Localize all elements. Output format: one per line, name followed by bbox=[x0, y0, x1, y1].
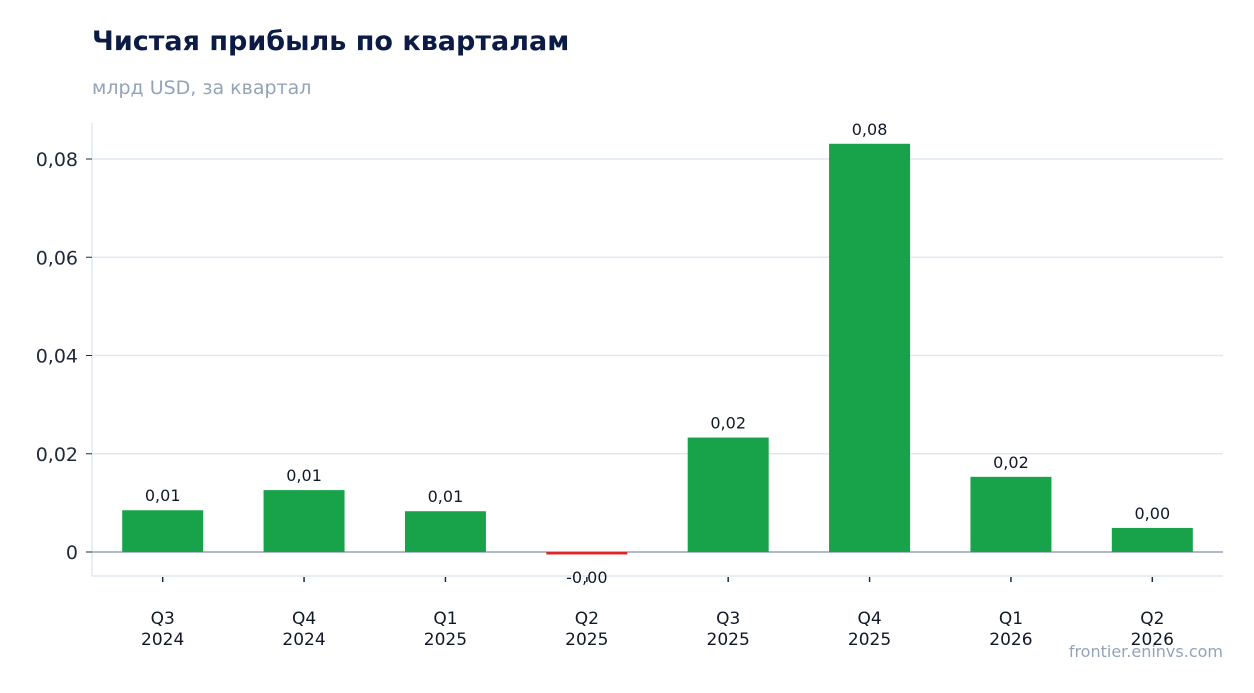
data-label: 0,01 bbox=[145, 486, 181, 505]
x-tick-label: Q2 2026 bbox=[1131, 609, 1174, 650]
data-labels: 0,01 0,01 0,01 -0,00 0,02 0,08 0,02 0,00 bbox=[145, 120, 1170, 587]
x-tick-label: Q3 2025 bbox=[707, 609, 750, 650]
chart-subtitle: млрд USD, за квартал bbox=[92, 77, 312, 99]
tick-labels: 0 0,02 0,04 0,06 0,08 Q3 2024 Q4 2024 Q1 2025 Q2 202… bbox=[36, 149, 1174, 650]
x-tick-label: Q3 2024 bbox=[141, 609, 184, 650]
y-tick-label: 0,08 bbox=[36, 149, 78, 171]
data-label: 0,00 bbox=[1135, 504, 1171, 523]
chart-title: Чистая прибыль по кварталам bbox=[92, 26, 570, 57]
data-label: -0,00 bbox=[566, 568, 607, 587]
bar bbox=[829, 143, 911, 553]
data-label: 0,02 bbox=[710, 414, 746, 433]
data-label: 0,02 bbox=[993, 453, 1029, 472]
y-tick-label: 0 bbox=[66, 542, 78, 564]
y-tick-label: 0,06 bbox=[36, 247, 78, 269]
y-tick-label: 0,02 bbox=[36, 444, 78, 466]
bar bbox=[687, 437, 769, 552]
x-tick-label: Q4 2025 bbox=[848, 609, 891, 650]
axes bbox=[86, 123, 1223, 582]
bar bbox=[1111, 527, 1193, 552]
data-label: 0,01 bbox=[428, 487, 464, 506]
data-label: 0,01 bbox=[286, 466, 322, 485]
bar bbox=[546, 552, 628, 555]
x-tick-label: Q2 2025 bbox=[565, 609, 608, 650]
x-tick-label: Q1 2026 bbox=[989, 609, 1032, 650]
grid-lines bbox=[92, 158, 1223, 455]
y-tick-label: 0,04 bbox=[36, 346, 78, 368]
bar bbox=[122, 510, 204, 552]
x-tick-label: Q1 2025 bbox=[424, 609, 467, 650]
bar bbox=[970, 476, 1052, 552]
bar bbox=[404, 511, 486, 552]
data-label: 0,08 bbox=[852, 120, 888, 139]
watermark: frontier.eninvs.com bbox=[1068, 642, 1223, 661]
bars bbox=[122, 143, 1193, 555]
bar bbox=[263, 490, 345, 552]
x-tick-label: Q4 2024 bbox=[282, 609, 325, 650]
